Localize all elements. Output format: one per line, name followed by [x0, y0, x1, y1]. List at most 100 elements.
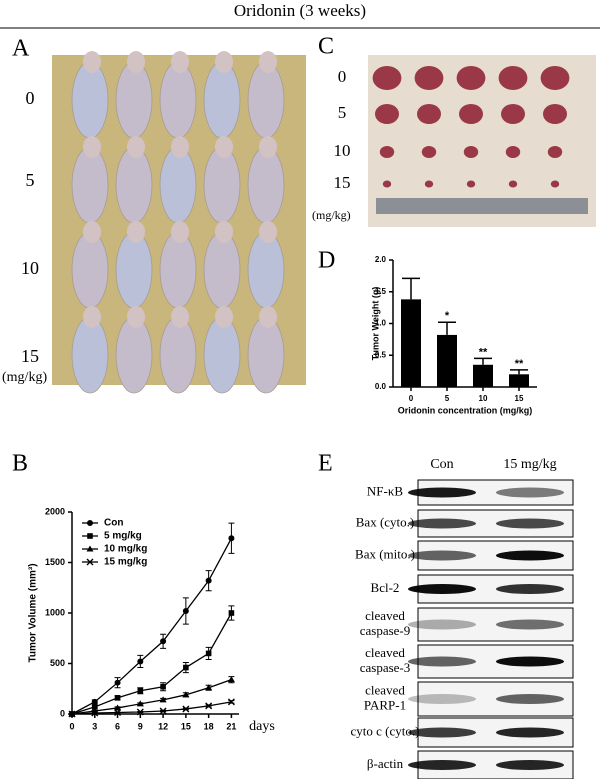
significance-label: *	[445, 310, 450, 322]
tumor	[459, 104, 483, 124]
x-tick-label: 0	[69, 721, 74, 731]
row-label: NF-κB	[367, 483, 403, 498]
significance-label: **	[479, 346, 488, 358]
row-label: Bcl-2	[371, 580, 400, 595]
blot-band	[496, 694, 564, 704]
tumor	[508, 180, 518, 188]
unit-label: (mg/kg)	[2, 370, 47, 385]
mouse-head	[83, 51, 101, 73]
blot-band	[408, 584, 476, 594]
tumor	[375, 104, 399, 124]
blot-band	[408, 656, 476, 667]
mouse	[115, 231, 153, 309]
mouse-head	[171, 51, 189, 73]
significance-label: **	[515, 358, 524, 370]
x-tick-label: 15	[515, 394, 524, 403]
column-label: 15 mg/kg	[503, 457, 556, 472]
mouse	[159, 146, 197, 224]
tumor	[547, 146, 563, 158]
legend-marker	[87, 520, 93, 526]
y-tick-label: 1.5	[375, 287, 387, 296]
x-tick-label: 21	[226, 721, 236, 731]
tumor	[372, 66, 402, 90]
marker	[182, 691, 190, 698]
mouse-head	[259, 51, 277, 73]
row-label: cleaved	[365, 682, 405, 697]
tumor	[540, 66, 570, 90]
y-tick-label: 0.5	[375, 350, 387, 359]
y-tick-label: 2000	[45, 506, 65, 516]
marker	[160, 683, 166, 690]
blot-band	[496, 727, 564, 738]
series-line	[71, 537, 232, 715]
legend-marker	[87, 533, 93, 539]
bar	[401, 299, 421, 387]
x-axis-label: Oridonin concentration (mg/kg)	[398, 405, 533, 415]
tumor	[543, 104, 567, 124]
x-tick-label: 18	[204, 721, 214, 731]
row-label: caspase-3	[360, 660, 411, 675]
blot-band	[408, 619, 476, 630]
error-bar	[402, 277, 420, 300]
blot-band	[408, 760, 476, 770]
mouse	[71, 61, 109, 139]
mouse	[71, 146, 109, 224]
mouse-head	[259, 136, 277, 158]
blot-band	[496, 760, 564, 770]
legend-label: 5 mg/kg	[104, 531, 142, 542]
row-label: Bax (cyto.)	[356, 514, 414, 529]
mouse-head	[171, 136, 189, 158]
mouse	[203, 146, 241, 224]
blot-band	[408, 727, 476, 738]
y-tick-label: 1500	[45, 557, 65, 567]
legend-label: 15 mg/kg	[104, 557, 147, 568]
dose-label: 15	[21, 346, 39, 366]
x-tick-label: 10	[479, 394, 488, 403]
legend-label: Con	[104, 518, 123, 529]
series-line	[71, 679, 232, 715]
mouse-head	[127, 306, 145, 328]
x-tick-label: 9	[138, 721, 143, 731]
legend-marker	[86, 558, 94, 566]
row-label: caspase-9	[360, 623, 411, 638]
marker	[228, 610, 235, 616]
tumor	[501, 104, 525, 124]
marker	[159, 707, 167, 715]
bar	[509, 374, 529, 387]
blot-band	[496, 619, 564, 630]
series-line	[71, 701, 232, 715]
panel-letter: E	[318, 451, 333, 477]
x-tick-label: 0	[409, 394, 414, 403]
marker	[114, 708, 122, 716]
y-tick-label: 1000	[45, 607, 65, 617]
mouse-head	[259, 306, 277, 328]
y-tick-label: 0	[60, 708, 65, 718]
x-tick-label: 12	[158, 721, 168, 731]
mouse	[159, 61, 197, 139]
tumor	[498, 66, 528, 90]
mouse-head	[83, 306, 101, 328]
mouse-head	[83, 221, 101, 243]
mouse	[115, 316, 153, 394]
mouse-head	[83, 136, 101, 158]
tumor	[417, 104, 441, 124]
mouse	[159, 316, 197, 394]
x-tick-label: 6	[115, 721, 120, 731]
mouse	[71, 316, 109, 394]
marker	[91, 704, 98, 710]
row-label: PARP-1	[364, 697, 406, 712]
blot-band	[408, 518, 476, 529]
column-label: Con	[430, 457, 453, 472]
figure-title: Oridonin (3 weeks)	[234, 1, 366, 20]
marker	[91, 709, 99, 717]
tumor	[421, 146, 437, 158]
blot-band	[496, 487, 564, 498]
row-label: cleaved	[365, 645, 405, 660]
bar	[473, 364, 493, 387]
marker	[205, 577, 212, 584]
mouse	[115, 61, 153, 139]
error-bar	[510, 369, 528, 375]
bar	[437, 334, 457, 387]
tumor	[550, 180, 560, 188]
